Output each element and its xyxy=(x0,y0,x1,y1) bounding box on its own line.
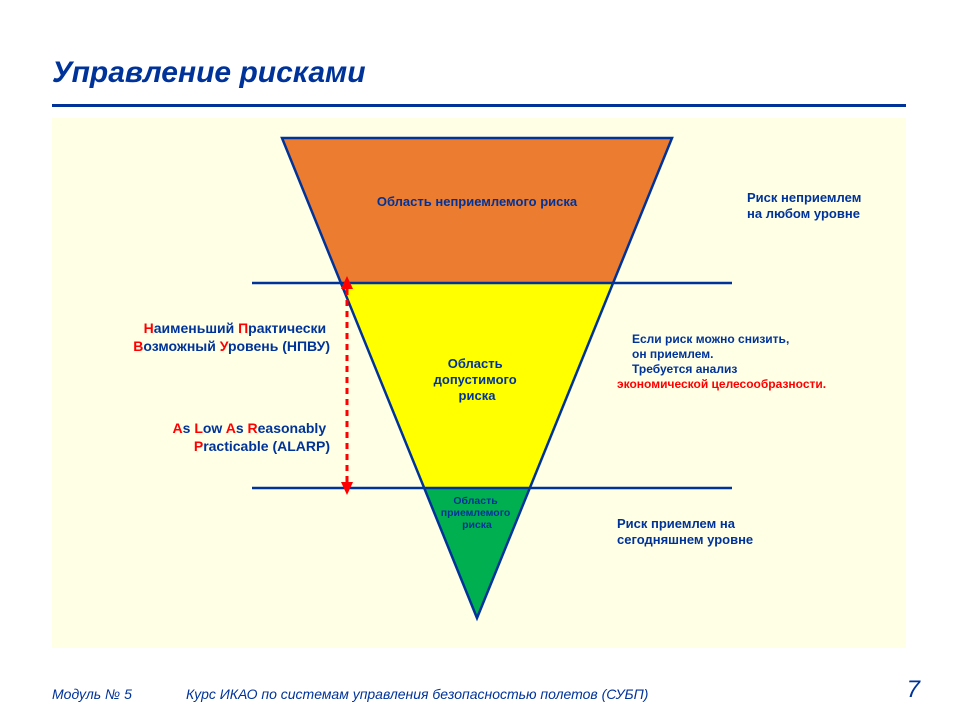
slide-title: Управление рисками xyxy=(52,56,366,90)
right-label-unacceptable: Риск неприемлем на любом уровне xyxy=(747,190,865,221)
footer-module: Модуль № 5 xyxy=(52,686,132,702)
left-label-npvu: Наименьший Практически Возможный Уровень… xyxy=(133,320,330,354)
page-number: 7 xyxy=(907,676,920,704)
right-label-acceptable: Риск приемлем на сегодняшнем уровне xyxy=(617,516,753,547)
title-rule xyxy=(52,104,906,107)
right-label-tolerable: Если риск можно снизить, он приемлем. Тр… xyxy=(617,332,826,391)
alarp-diagram: Область неприемлемого риска Область допу… xyxy=(52,118,906,648)
label-unacceptable: Область неприемлемого риска xyxy=(377,194,578,209)
footer-course: Курс ИКАО по системам управления безопас… xyxy=(186,686,648,702)
region-unacceptable xyxy=(282,138,672,283)
left-label-alarp: As Low As Reasonably Practicable (ALARP) xyxy=(173,420,331,454)
